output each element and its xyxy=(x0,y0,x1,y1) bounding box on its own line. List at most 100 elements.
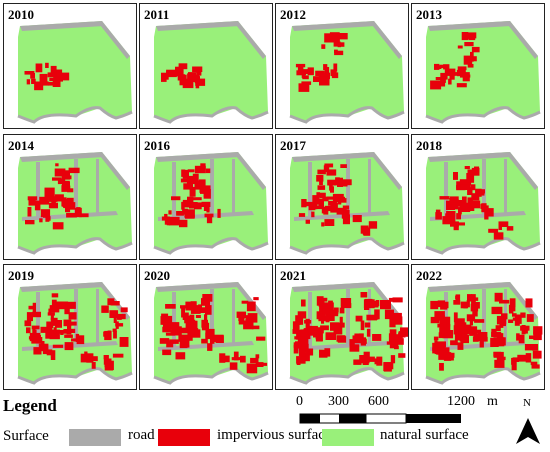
scale-tick-300: 300 xyxy=(328,394,349,409)
impervious-patch xyxy=(501,313,508,320)
impervious-patch xyxy=(456,69,466,77)
impervious-patch xyxy=(456,213,461,220)
impervious-patch xyxy=(26,327,31,334)
impervious-patch xyxy=(68,312,77,320)
impervious-patch xyxy=(171,326,182,336)
impervious-patch xyxy=(475,335,485,341)
impervious-patch xyxy=(390,355,396,364)
road xyxy=(508,152,538,190)
impervious-patch xyxy=(52,344,64,348)
impervious-patch xyxy=(312,195,320,205)
impervious-patch xyxy=(305,348,314,356)
impervious-patch xyxy=(465,324,472,335)
impervious-patch xyxy=(255,354,260,359)
impervious-patch xyxy=(25,220,35,225)
impervious-patch xyxy=(384,309,394,320)
impervious-patch xyxy=(430,80,442,90)
impervious-patch xyxy=(398,332,402,342)
impervious-patch xyxy=(457,342,464,350)
legend-title: Legend xyxy=(3,396,57,415)
impervious-patch xyxy=(86,353,94,363)
impervious-patch xyxy=(462,322,467,333)
impervious-patch xyxy=(439,196,450,200)
impervious-patch xyxy=(50,314,54,321)
impervious-patch xyxy=(201,319,208,328)
impervious-patch xyxy=(181,201,185,210)
impervious-patch xyxy=(333,324,343,335)
impervious-patch xyxy=(472,329,482,334)
impervious-patch xyxy=(233,351,239,361)
impervious-patch xyxy=(472,336,479,342)
impervious-patch xyxy=(243,320,254,330)
impervious-patch xyxy=(339,42,345,47)
impervious-patch xyxy=(435,212,442,220)
impervious-patch xyxy=(325,313,330,323)
impervious-patch xyxy=(35,63,43,73)
impervious-patch xyxy=(481,203,487,213)
impervious-patch xyxy=(525,353,532,363)
impervious-patch xyxy=(198,307,208,313)
impervious-patch xyxy=(446,200,455,210)
impervious-patch xyxy=(460,184,470,190)
impervious-patch xyxy=(464,42,474,47)
impervious-patch xyxy=(329,181,333,191)
impervious-patch xyxy=(506,226,514,231)
impervious-patch xyxy=(328,200,337,206)
impervious-patch xyxy=(364,322,371,328)
road xyxy=(504,159,507,215)
impervious-patch xyxy=(162,349,172,356)
impervious-patch xyxy=(532,350,542,359)
impervious-patch xyxy=(386,341,398,345)
impervious-patch xyxy=(57,178,64,185)
road xyxy=(20,282,104,292)
impervious-patch xyxy=(321,44,326,49)
map-panel-2019: 2019 xyxy=(3,264,137,390)
impervious-patch xyxy=(182,169,189,179)
impervious-patch xyxy=(298,83,310,92)
impervious-patch xyxy=(474,319,485,323)
impervious-patch xyxy=(459,179,471,189)
impervious-patch xyxy=(217,208,221,218)
impervious-patch xyxy=(243,315,254,319)
impervious-patch xyxy=(181,327,188,334)
impervious-patch xyxy=(516,333,520,341)
impervious-patch xyxy=(191,197,202,201)
impervious-patch xyxy=(471,294,476,304)
road xyxy=(289,367,405,385)
impervious-patch xyxy=(104,330,112,341)
impervious-patch xyxy=(495,325,501,332)
map-panel-2014: 2014 xyxy=(3,134,137,260)
impervious-patch xyxy=(440,72,448,80)
impervious-patch xyxy=(454,222,465,226)
impervious-patch xyxy=(467,202,475,211)
road xyxy=(153,367,269,385)
impervious-patch xyxy=(89,356,98,362)
impervious-patch xyxy=(435,65,442,69)
impervious-patch xyxy=(445,213,456,222)
impervious-patch xyxy=(67,188,74,193)
impervious-patch xyxy=(453,222,459,231)
impervious-patch xyxy=(49,329,60,340)
impervious-patch xyxy=(454,199,459,210)
road xyxy=(482,159,486,217)
impervious-patch xyxy=(324,67,330,77)
impervious-patch xyxy=(305,318,310,329)
impervious-patch xyxy=(241,300,249,304)
impervious-patch xyxy=(372,301,379,308)
impervious-patch xyxy=(32,302,36,313)
impervious-patch xyxy=(430,316,440,324)
impervious-patch xyxy=(509,308,514,314)
impervious-patch xyxy=(45,189,50,196)
impervious-patch xyxy=(169,322,180,330)
impervious-patch xyxy=(29,197,34,203)
impervious-patch xyxy=(512,357,519,362)
impervious-patch xyxy=(325,332,337,340)
impervious-patch xyxy=(322,308,334,315)
impervious-patch xyxy=(201,338,208,344)
impervious-patch xyxy=(321,222,325,227)
impervious-patch xyxy=(398,353,406,358)
impervious-patch xyxy=(52,79,61,87)
impervious-patch xyxy=(47,72,57,78)
road xyxy=(156,282,240,292)
impervious-patch xyxy=(327,179,337,186)
